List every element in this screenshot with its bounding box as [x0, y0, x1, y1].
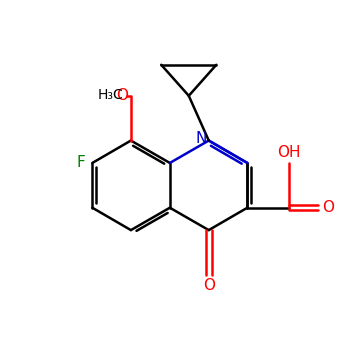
Text: O: O: [203, 278, 215, 293]
Text: O: O: [116, 88, 128, 103]
Text: H₃C: H₃C: [98, 88, 123, 102]
Text: O: O: [322, 200, 334, 215]
Text: F: F: [76, 155, 85, 170]
Text: N: N: [196, 131, 207, 146]
Text: OH: OH: [277, 145, 300, 160]
